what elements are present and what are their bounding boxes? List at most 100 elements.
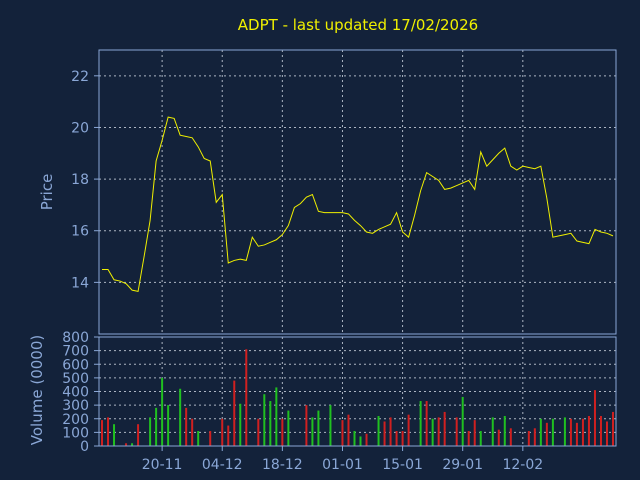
volume-bar bbox=[479, 431, 482, 446]
volume-bar bbox=[161, 377, 164, 447]
volume-tick-label: 400 bbox=[62, 385, 89, 401]
volume-bar bbox=[599, 416, 602, 446]
volume-bar bbox=[131, 443, 134, 446]
volume-bar bbox=[233, 380, 236, 446]
volume-bar bbox=[533, 428, 536, 446]
price-axis-label: Price bbox=[38, 174, 56, 211]
volume-bar bbox=[269, 401, 272, 446]
volume-bar bbox=[287, 410, 290, 446]
volume-bar bbox=[179, 388, 182, 446]
volume-bar bbox=[359, 436, 362, 446]
volume-bar bbox=[401, 431, 404, 446]
volume-bar bbox=[563, 417, 566, 446]
volume-bar bbox=[383, 421, 386, 446]
x-tick-label: 04-12 bbox=[202, 457, 243, 473]
volume-bar bbox=[509, 428, 512, 446]
volume-bar bbox=[491, 417, 494, 446]
price-tick-label: 16 bbox=[71, 224, 89, 240]
volume-bar bbox=[347, 414, 350, 446]
volume-bar bbox=[437, 417, 440, 446]
price-plot-frame bbox=[98, 49, 617, 335]
volume-plot-frame bbox=[98, 336, 617, 447]
volume-bar bbox=[221, 418, 224, 446]
volume-bar bbox=[467, 431, 470, 446]
price-tick-label: 22 bbox=[71, 69, 89, 85]
volume-bar bbox=[611, 411, 614, 446]
volume-bar bbox=[245, 349, 248, 446]
volume-bar bbox=[107, 417, 110, 446]
volume-tick-label: 600 bbox=[62, 357, 89, 373]
volume-bar bbox=[275, 387, 278, 446]
volume-axis-label: Volume (0000) bbox=[28, 335, 46, 445]
price-tick-label: 14 bbox=[71, 275, 89, 291]
volume-bar bbox=[185, 407, 188, 446]
volume-bar bbox=[353, 431, 356, 446]
volume-bar bbox=[443, 411, 446, 446]
x-tick-label: 15-01 bbox=[382, 457, 423, 473]
volume-bar bbox=[191, 418, 194, 446]
volume-bar bbox=[167, 405, 170, 447]
volume-tick-label: 0 bbox=[80, 439, 89, 455]
volume-tick-label: 700 bbox=[62, 344, 89, 360]
volume-bar bbox=[605, 421, 608, 446]
volume-tick-label: 800 bbox=[62, 330, 89, 346]
x-tick-label: 18-12 bbox=[262, 457, 303, 473]
volume-bar bbox=[365, 433, 368, 446]
volume-bar bbox=[431, 418, 434, 446]
volume-bar bbox=[329, 405, 332, 447]
price-panel: 14 16 18 20 22 Price bbox=[38, 49, 617, 335]
volume-bar bbox=[527, 431, 530, 446]
volume-bar bbox=[305, 405, 308, 447]
volume-tick-label: 200 bbox=[62, 412, 89, 428]
volume-bar bbox=[197, 431, 200, 446]
x-tick-label: 01-01 bbox=[322, 457, 363, 473]
volume-bar bbox=[281, 418, 284, 446]
volume-bar bbox=[149, 417, 152, 446]
volume-bar bbox=[407, 414, 410, 446]
volume-bar bbox=[377, 416, 380, 446]
volume-bar bbox=[125, 443, 128, 446]
volume-bar bbox=[101, 420, 104, 446]
volume-bar bbox=[209, 431, 212, 446]
volume-bar bbox=[425, 401, 428, 446]
x-tick-label: 12-02 bbox=[502, 457, 543, 473]
volume-tick-label: 300 bbox=[62, 398, 89, 414]
x-tick-label: 20-11 bbox=[142, 457, 183, 473]
volume-bar bbox=[593, 390, 596, 446]
volume-bar bbox=[263, 394, 266, 446]
price-tick-label: 18 bbox=[71, 172, 89, 188]
volume-bar bbox=[239, 403, 242, 446]
volume-bar bbox=[569, 418, 572, 446]
volume-tick-label: 500 bbox=[62, 371, 89, 387]
volume-bar bbox=[473, 420, 476, 446]
volume-bar bbox=[497, 429, 500, 446]
volume-bar bbox=[317, 410, 320, 446]
volume-bar bbox=[455, 417, 458, 446]
volume-bar bbox=[581, 418, 584, 446]
chart-title: ADPT - last updated 17/02/2026 bbox=[238, 16, 478, 34]
volume-bar bbox=[419, 401, 422, 446]
volume-bar bbox=[461, 396, 464, 446]
volume-bar bbox=[311, 417, 314, 446]
volume-bar bbox=[575, 422, 578, 446]
volume-bar bbox=[503, 416, 506, 446]
volume-bar bbox=[341, 420, 344, 446]
volume-bar bbox=[137, 424, 140, 446]
price-tick-label: 20 bbox=[71, 120, 89, 136]
volume-bar bbox=[389, 417, 392, 446]
volume-bar bbox=[113, 424, 116, 446]
volume-bar bbox=[227, 425, 230, 446]
volume-bar bbox=[257, 418, 260, 446]
volume-bar bbox=[539, 418, 542, 446]
volume-bar bbox=[587, 416, 590, 446]
price-series-line bbox=[102, 116, 614, 292]
x-axis: 20-11 04-12 18-12 01-01 15-01 29-01 12-02 bbox=[142, 446, 543, 473]
volume-bar bbox=[545, 422, 548, 446]
volume-bar bbox=[551, 418, 554, 446]
volume-bar bbox=[395, 431, 398, 446]
x-tick-label: 29-01 bbox=[442, 457, 483, 473]
volume-bar bbox=[155, 407, 158, 446]
volume-tick-label: 100 bbox=[62, 425, 89, 441]
